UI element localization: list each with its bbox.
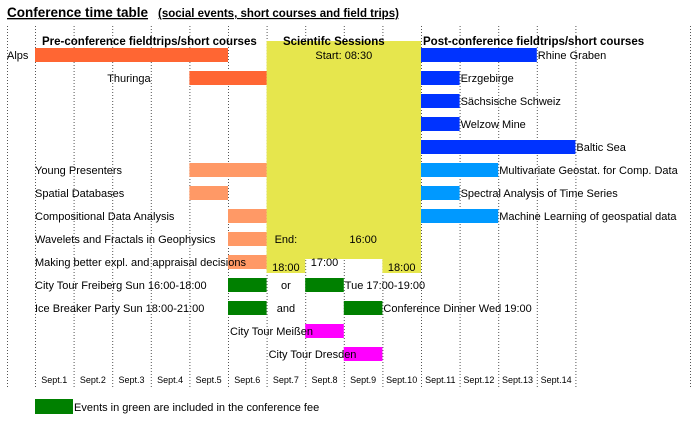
day-tick-label: Sept.10 [386, 375, 417, 385]
bar-label-18: Conference Dinner Wed 19:00 [383, 303, 531, 315]
chart-title: Conference time table [7, 5, 149, 20]
bar-5 [421, 117, 460, 131]
bar-19 [305, 324, 344, 338]
annotation-0: Start: 08:30 [315, 50, 372, 62]
day-tick-label: Sept.5 [196, 375, 222, 385]
bar-3 [421, 71, 460, 85]
bar-9 [189, 186, 228, 200]
bar-8 [421, 163, 499, 177]
bar-20 [343, 347, 383, 361]
bar-2 [189, 71, 267, 85]
bar-12 [421, 209, 499, 223]
day-tick-label: Sept.8 [311, 375, 337, 385]
bar-label-7: Young Presenters [35, 165, 123, 177]
day-tick-label: Sept.4 [157, 375, 183, 385]
day-tick-label: Sept.3 [118, 375, 144, 385]
bar-6 [421, 140, 576, 154]
bar-15 [228, 278, 267, 292]
bar-label-19: City Tour Meißen [230, 326, 313, 338]
session-end-label-1: 18:00 [388, 262, 416, 274]
annotation-4: or [281, 280, 291, 292]
bar-group [35, 48, 576, 361]
bar-label-4: Sächsische Schweiz [461, 96, 561, 108]
legend-swatch-green [35, 399, 73, 414]
annotation-1: End: [275, 234, 298, 246]
bar-16 [305, 278, 344, 292]
bar-7 [189, 163, 267, 177]
section-header-2: Post-conference fieldtrips/short courses [423, 36, 644, 48]
bar-label-15: City Tour Freiberg Sun 16:00-18:00 [35, 280, 207, 292]
bar-10 [421, 186, 460, 200]
bar-label-0: Alps [7, 50, 29, 62]
bar-label-3: Erzgebirge [461, 73, 514, 85]
bar-label-10: Spectral Analysis of Time Series [461, 188, 619, 200]
bar-label-13: Wavelets and Fractals in Geophysics [35, 234, 216, 246]
bar-label-5: Welzow Mine [461, 119, 526, 131]
day-tick-label: Sept.11 [425, 375, 455, 385]
legend: Events in green are included in the conf… [35, 399, 319, 414]
day-tick-label: Sept.13 [502, 375, 533, 385]
day-axis: Sept.1 Sept.2 Sept.3 Sept.4 Sept.5 Sept.6 Sept… [41, 375, 571, 385]
day-tick-label: Sept.6 [234, 375, 260, 385]
bar-1 [421, 48, 537, 62]
bar-label-12: Machine Learning of geospatial data [499, 211, 677, 223]
bar-label-17: Ice Breaker Party Sun 18:00-21:00 [35, 303, 204, 315]
legend-label: Events in green are included in the conf… [74, 402, 319, 414]
bar-label-2: Thuringa [107, 73, 151, 85]
day-tick-label: Sept.1 [41, 375, 67, 385]
chart-subtitle: (social events, short courses and field … [158, 8, 399, 20]
session-end-box-1 [382, 259, 421, 273]
sessions-block-group: 18:00 18:00 [266, 41, 421, 274]
section-header-1: Scientifc Sessions [283, 36, 385, 48]
bar-0 [35, 48, 228, 62]
day-tick-label: Sept.9 [350, 375, 376, 385]
day-tick-label: Sept.14 [541, 375, 572, 385]
session-end-label-0: 18:00 [272, 262, 300, 274]
bar-17 [228, 301, 267, 315]
bar-label-14: Making better expl. and appraisal decisi… [35, 257, 246, 269]
day-tick-label: Sept.12 [463, 375, 494, 385]
bar-label-11: Compositional Data Analysis [35, 211, 175, 223]
label-group: Pre-conference fieldtrips/short courses S… [7, 36, 679, 361]
day-tick-label: Sept.2 [80, 375, 106, 385]
annotation-3: 17:00 [311, 257, 339, 269]
bar-13 [228, 232, 267, 246]
bar-11 [228, 209, 267, 223]
bar-label-16: Tue 17:00-19:00 [345, 280, 425, 292]
bar-label-8: Multivariate Geostat. for Comp. Data [499, 165, 678, 177]
bar-14 [228, 255, 267, 269]
bar-label-20: City Tour Dresden [269, 349, 357, 361]
section-header-0: Pre-conference fieldtrips/short courses [42, 36, 257, 48]
session-end-box-0 [266, 259, 306, 273]
bar-4 [421, 94, 460, 108]
annotation-5: and [277, 303, 295, 315]
bar-label-1: Rhine Graben [538, 50, 607, 62]
annotation-2: 16:00 [349, 234, 377, 246]
bar-label-6: Baltic Sea [576, 142, 626, 154]
bar-18 [343, 301, 383, 315]
sessions-block [266, 41, 421, 259]
bar-label-9: Spatial Databases [35, 188, 125, 200]
day-tick-label: Sept.7 [273, 375, 299, 385]
